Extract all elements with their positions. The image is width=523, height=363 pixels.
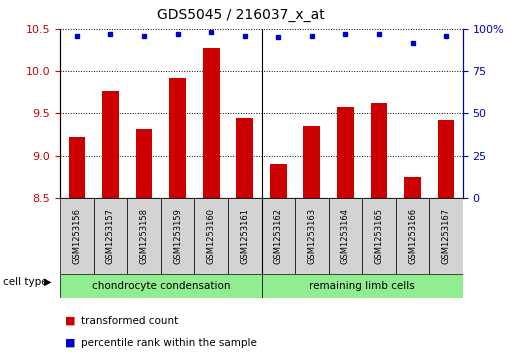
Text: GSM1253165: GSM1253165 — [374, 208, 383, 264]
Text: percentile rank within the sample: percentile rank within the sample — [81, 338, 257, 348]
Bar — [404, 177, 421, 363]
Text: GSM1253156: GSM1253156 — [72, 208, 82, 264]
Text: GSM1253166: GSM1253166 — [408, 208, 417, 264]
Bar — [161, 198, 195, 274]
Text: GSM1253162: GSM1253162 — [274, 208, 283, 264]
Text: GSM1253163: GSM1253163 — [308, 208, 316, 264]
Bar — [429, 198, 463, 274]
Bar — [295, 198, 328, 274]
Bar — [60, 274, 262, 298]
Bar — [262, 274, 463, 298]
Bar — [169, 78, 186, 363]
Text: GSM1253164: GSM1253164 — [341, 208, 350, 264]
Text: transformed count: transformed count — [81, 316, 178, 326]
Bar — [203, 48, 220, 363]
Bar — [270, 164, 287, 363]
Bar — [438, 120, 454, 363]
Bar — [135, 129, 152, 363]
Text: ▶: ▶ — [44, 277, 52, 287]
Text: cell type: cell type — [3, 277, 47, 287]
Text: ■: ■ — [65, 316, 76, 326]
Bar — [228, 198, 262, 274]
Bar — [236, 118, 253, 363]
Text: GSM1253160: GSM1253160 — [207, 208, 215, 264]
Text: GSM1253158: GSM1253158 — [140, 208, 149, 264]
Bar — [262, 198, 295, 274]
Text: ■: ■ — [65, 338, 76, 348]
Bar — [303, 126, 320, 363]
Bar — [69, 137, 85, 363]
Bar — [60, 198, 94, 274]
Bar — [102, 91, 119, 363]
Bar — [337, 107, 354, 363]
Text: remaining limb cells: remaining limb cells — [309, 281, 415, 291]
Bar — [362, 198, 396, 274]
Text: chondrocyte condensation: chondrocyte condensation — [92, 281, 230, 291]
Bar — [94, 198, 127, 274]
Text: GSM1253167: GSM1253167 — [441, 208, 451, 264]
Text: GSM1253157: GSM1253157 — [106, 208, 115, 264]
Text: GDS5045 / 216037_x_at: GDS5045 / 216037_x_at — [157, 8, 324, 22]
Bar — [371, 103, 388, 363]
Bar — [195, 198, 228, 274]
Bar — [328, 198, 362, 274]
Bar — [396, 198, 429, 274]
Text: GSM1253161: GSM1253161 — [240, 208, 249, 264]
Text: GSM1253159: GSM1253159 — [173, 208, 182, 264]
Bar — [127, 198, 161, 274]
